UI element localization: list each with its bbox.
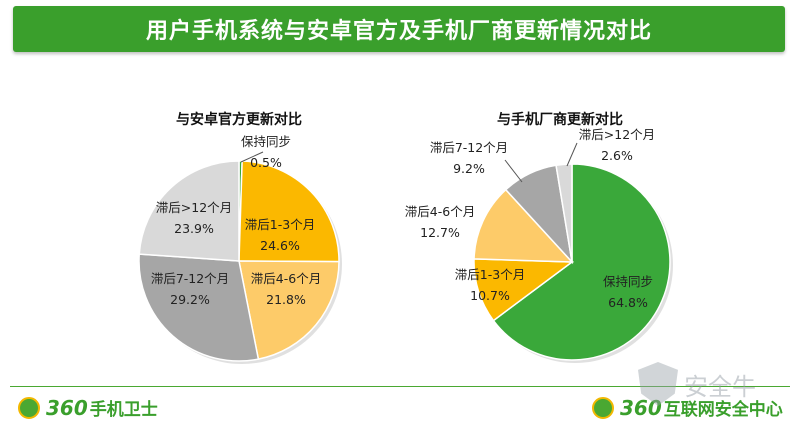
slice-label: 滞后4-6个月: [405, 204, 475, 219]
pie-slice: [238, 160, 340, 263]
label-leader-line: [504, 159, 523, 183]
slice-label: 滞后7-12个月: [151, 271, 229, 286]
slice-value-label: 23.9%: [174, 221, 214, 236]
slice-label: 保持同步: [241, 134, 291, 149]
slice-value-label: 9.2%: [453, 161, 485, 176]
slice-label: 滞后1-3个月: [245, 217, 315, 232]
slice-value-label: 64.8%: [608, 295, 648, 310]
logo-360-mobile-guard: 360 手机卫士: [18, 395, 158, 420]
slice-label: 保持同步: [603, 274, 653, 289]
slice-value-label: 10.7%: [470, 288, 510, 303]
logo-number: 360: [620, 395, 662, 420]
slice-label: 滞后1-3个月: [455, 267, 525, 282]
watermark: 安全牛: [638, 362, 756, 406]
pie-slice: [138, 160, 240, 262]
title-banner: 用户手机系统与安卓官方及手机厂商更新情况对比: [13, 6, 785, 52]
chart-title: 与手机厂商更新对比: [497, 111, 623, 128]
pie-slice: [555, 163, 573, 263]
slice-value-label: 24.6%: [260, 238, 300, 253]
watermark-text: 安全牛: [684, 372, 756, 401]
slice-value-label: 29.2%: [170, 292, 210, 307]
slice-label: 滞后7-12个月: [430, 140, 508, 155]
label-leader-line: [566, 142, 578, 167]
chart-title: 与安卓官方更新对比: [176, 111, 302, 128]
slice-label: 滞后>12个月: [579, 127, 655, 142]
footer-divider: [10, 386, 790, 387]
page-title: 用户手机系统与安卓官方及手机厂商更新情况对比: [145, 19, 652, 44]
label-leader-line: [240, 151, 264, 163]
logo-360-security-center: 360 互联网安全中心: [592, 395, 783, 420]
slice-label: 滞后4-6个月: [251, 271, 321, 286]
pie-slice: [473, 188, 574, 263]
360-logo-icon: [592, 396, 614, 419]
slice-value-label: 2.6%: [601, 148, 633, 163]
slice-value-label: 21.8%: [266, 292, 306, 307]
slice-value-label: 12.7%: [420, 225, 460, 240]
logo-number: 360: [46, 395, 88, 420]
360-logo-icon: [18, 396, 40, 419]
pie-slice: [138, 253, 260, 362]
shield-icon: [638, 362, 678, 406]
pie-slice: [238, 260, 340, 360]
slice-value-label: 0.5%: [250, 155, 282, 170]
logo-text: 互联网安全中心: [663, 400, 783, 420]
slice-label: 滞后>12个月: [156, 200, 232, 215]
logo-text: 手机卫士: [89, 400, 158, 420]
pie-slice: [492, 163, 671, 361]
